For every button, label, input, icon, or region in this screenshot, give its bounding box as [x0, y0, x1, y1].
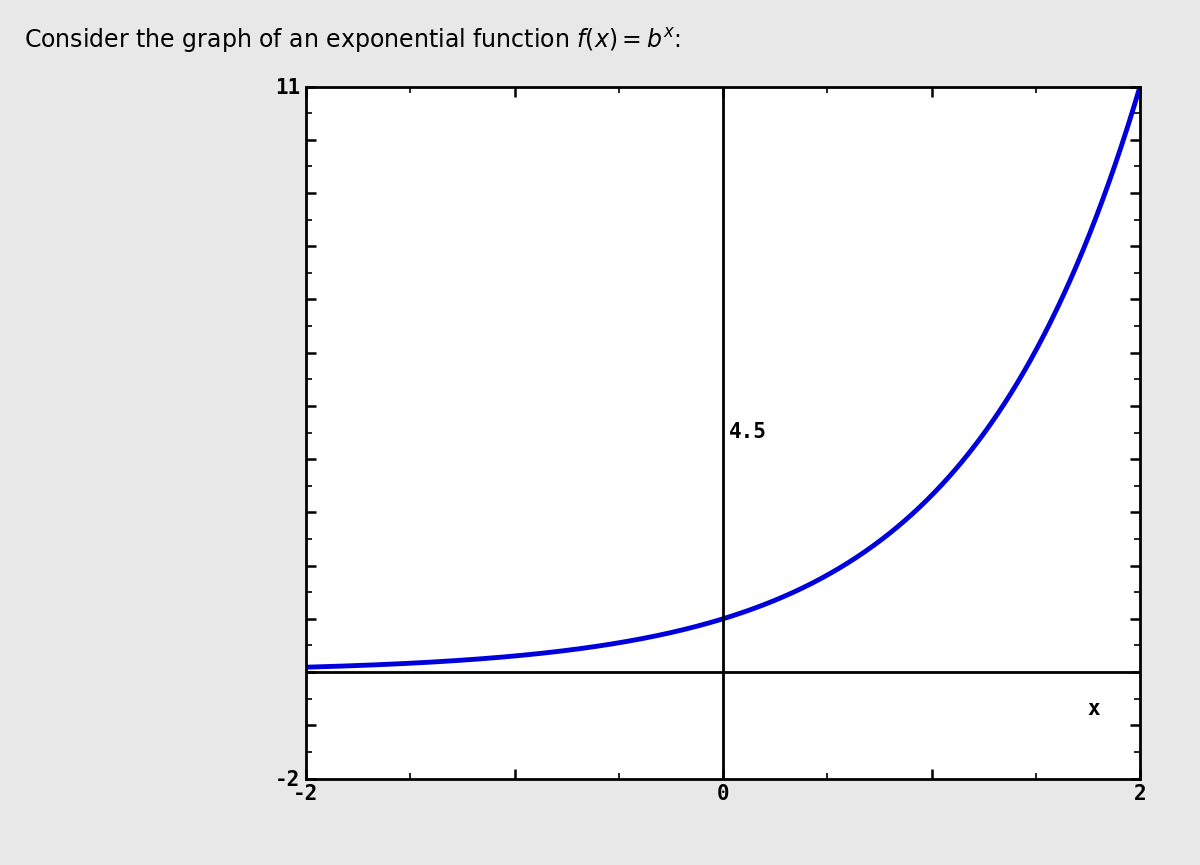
- Text: Consider the graph of an exponential function $f(x) = b^x$:: Consider the graph of an exponential fun…: [24, 26, 680, 55]
- Text: x: x: [1088, 699, 1100, 719]
- Text: 4.5: 4.5: [730, 422, 767, 443]
